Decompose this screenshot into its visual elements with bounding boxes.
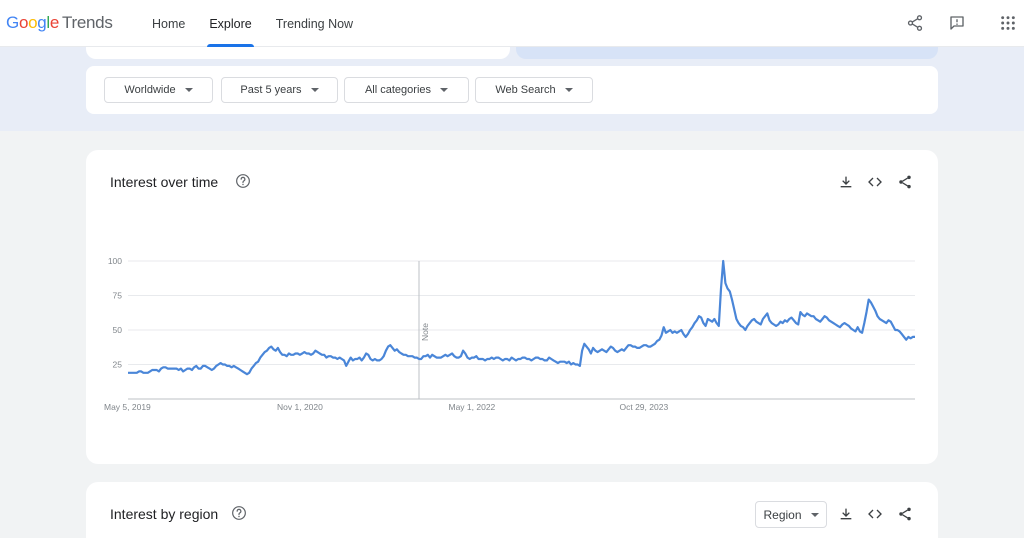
- series-line: [128, 259, 915, 376]
- help-icon[interactable]: [231, 505, 247, 521]
- chevron-down-icon: [564, 88, 573, 92]
- x-tick-label: Nov 1, 2020: [277, 402, 323, 412]
- search-term-card[interactable]: [86, 47, 510, 59]
- x-tick-label: May 5, 2019: [104, 402, 151, 412]
- filter-time-range-label: Past 5 years: [240, 84, 302, 96]
- filter-search-type-label: Web Search: [495, 84, 556, 96]
- apps-grid-icon[interactable]: [998, 13, 1018, 33]
- main-nav: Home Explore Trending Now: [142, 0, 367, 47]
- download-icon[interactable]: [837, 173, 855, 191]
- google-trends-logo[interactable]: Google Trends: [6, 13, 113, 33]
- embed-icon[interactable]: [866, 505, 884, 523]
- interest-over-time-card: Interest over time 25 50 75 100 Note May 5, 2…: [86, 150, 938, 464]
- region-resolution-select[interactable]: Region: [755, 501, 827, 528]
- download-icon[interactable]: [837, 505, 855, 523]
- nav-explore[interactable]: Explore: [199, 0, 261, 47]
- filter-time-range[interactable]: Past 5 years: [221, 77, 338, 103]
- note-marker-label: Note: [420, 323, 430, 341]
- y-tick-label: 75: [113, 291, 123, 301]
- filter-category[interactable]: All categories: [344, 77, 469, 103]
- help-icon[interactable]: [235, 173, 251, 189]
- nav-home[interactable]: Home: [152, 17, 186, 31]
- y-tick-label: 25: [113, 360, 123, 370]
- logo-trends-text: Trends: [62, 13, 113, 32]
- chevron-down-icon: [440, 88, 449, 92]
- chevron-down-icon: [184, 88, 193, 92]
- embed-icon[interactable]: [866, 173, 884, 191]
- interest-by-region-card: Interest by region Region: [86, 482, 938, 538]
- filter-search-type[interactable]: Web Search: [475, 77, 593, 103]
- share-icon[interactable]: [905, 13, 925, 33]
- share-icon[interactable]: [896, 173, 914, 191]
- interest-over-time-chart[interactable]: 25 50 75 100 Note May 5, 2019 Nov 1, 2020 May 1…: [86, 150, 938, 464]
- share-icon[interactable]: [896, 505, 914, 523]
- filter-category-label: All categories: [364, 84, 432, 96]
- filter-location-label: Worldwide: [124, 84, 176, 96]
- feedback-icon[interactable]: [947, 13, 967, 33]
- y-tick-label: 50: [113, 325, 123, 335]
- chevron-down-icon: [310, 88, 319, 92]
- y-tick-label: 100: [108, 256, 122, 266]
- compare-term-card[interactable]: [516, 47, 938, 59]
- nav-trending-now[interactable]: Trending Now: [275, 17, 354, 31]
- top-app-bar: Google Trends Home Explore Trending Now: [0, 0, 1024, 47]
- filter-location[interactable]: Worldwide: [104, 77, 213, 103]
- interest-over-time-title: Interest over time: [110, 174, 219, 190]
- x-tick-label: May 1, 2022: [449, 402, 496, 412]
- filter-bar: Worldwide Past 5 years All categories We…: [86, 66, 938, 114]
- interest-by-region-title: Interest by region: [110, 506, 219, 522]
- region-select-label: Region: [763, 507, 802, 522]
- logo-google-text: Google: [6, 13, 60, 32]
- chevron-down-icon: [810, 512, 819, 517]
- x-tick-label: Oct 29, 2023: [620, 402, 669, 412]
